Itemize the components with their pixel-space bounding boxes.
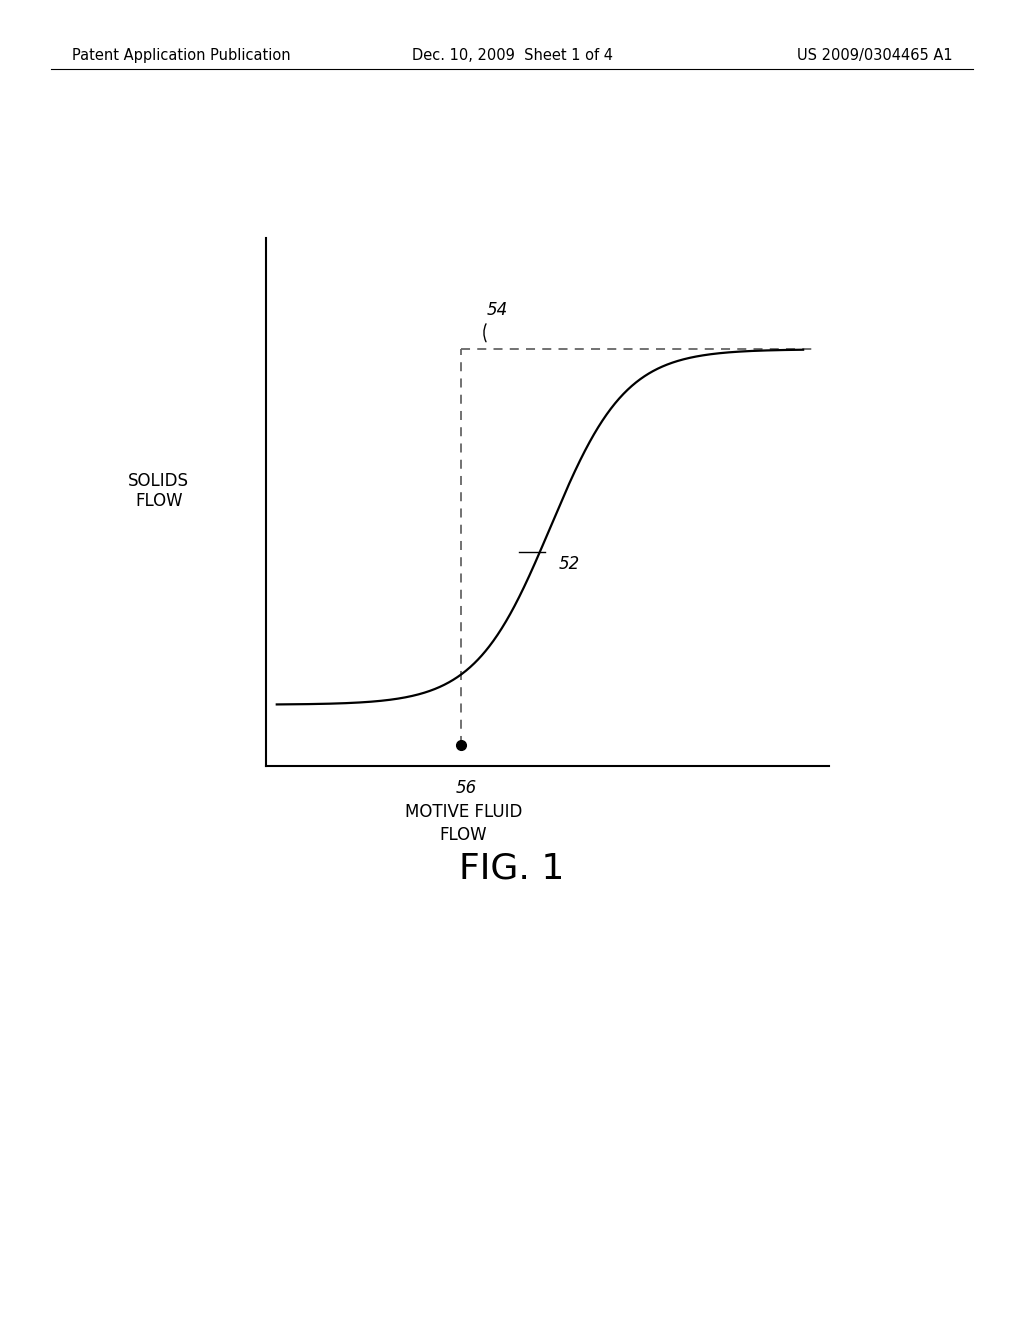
Text: Patent Application Publication: Patent Application Publication [72, 48, 291, 62]
Text: 54: 54 [486, 301, 508, 319]
Text: Dec. 10, 2009  Sheet 1 of 4: Dec. 10, 2009 Sheet 1 of 4 [412, 48, 612, 62]
Text: FIG. 1: FIG. 1 [460, 851, 564, 886]
Text: FLOW: FLOW [439, 826, 487, 845]
Text: 56: 56 [456, 779, 477, 797]
Text: 52: 52 [559, 556, 581, 573]
Text: SOLIDS
FLOW: SOLIDS FLOW [128, 471, 189, 511]
Text: US 2009/0304465 A1: US 2009/0304465 A1 [797, 48, 952, 62]
Text: MOTIVE FLUID: MOTIVE FLUID [404, 803, 522, 821]
